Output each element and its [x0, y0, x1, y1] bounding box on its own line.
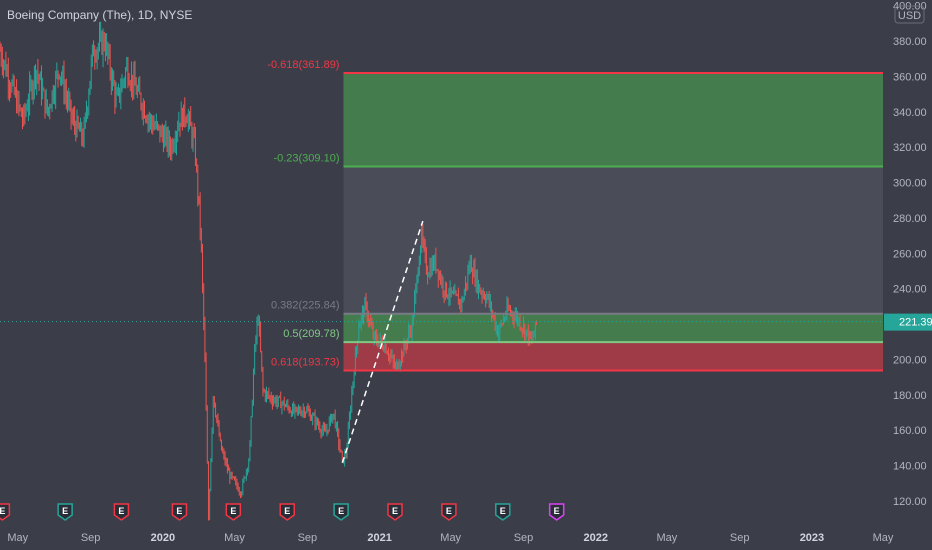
earnings-event-icon[interactable]: E	[279, 503, 295, 521]
earnings-event-shield	[0, 503, 11, 521]
price-tick-label: 360.00	[893, 71, 927, 83]
earnings-event-icon[interactable]: E	[548, 503, 565, 521]
time-tick-label: Sep	[298, 532, 318, 544]
price-tick-label: 400.00	[893, 1, 927, 13]
fib-level-label-2: 0.382(225.84)	[271, 300, 340, 312]
earnings-event-icon[interactable]: E	[171, 503, 188, 521]
price-axis-background	[883, 0, 932, 550]
earnings-event-letter: E	[338, 506, 344, 516]
price-tick-label: 240.00	[893, 284, 927, 296]
earnings-event-icon[interactable]: E	[0, 503, 11, 521]
price-tick-label: 300.00	[893, 178, 927, 190]
price-tick-label: 260.00	[893, 248, 927, 260]
price-tick-label: 280.00	[893, 213, 927, 225]
earnings-event-icon[interactable]: E	[113, 503, 130, 521]
time-tick-label: 2023	[800, 532, 824, 544]
fib-level-label-1: -0.23(309.10)	[273, 152, 339, 164]
earnings-event-shield	[171, 503, 188, 521]
time-tick-label: Sep	[514, 532, 534, 544]
earnings-event-letter: E	[118, 506, 124, 516]
earnings-event-shield	[495, 503, 511, 521]
currency-label: USD	[898, 10, 921, 22]
earnings-event-icon[interactable]: E	[495, 503, 511, 521]
price-tick-label: 120.00	[893, 496, 927, 508]
time-tick-label: 2020	[151, 532, 175, 544]
earnings-event-shield	[333, 503, 349, 521]
time-tick-label: Sep	[730, 532, 750, 544]
time-tick-label: May	[440, 532, 461, 544]
earnings-event-icon[interactable]: E	[441, 503, 457, 521]
chart-title: Boeing Company (The), 1D, NYSE	[7, 8, 192, 22]
time-tick-label: 2022	[584, 532, 608, 544]
earnings-event-shield	[57, 503, 73, 521]
earnings-event-letter: E	[554, 506, 560, 516]
time-tick-label: 2021	[367, 532, 391, 544]
price-tick-label: 320.00	[893, 142, 927, 154]
price-tick-label: 200.00	[893, 354, 927, 366]
last-price-value: 221.39	[899, 317, 932, 329]
price-tick-label: 160.00	[893, 425, 927, 437]
last-price-badge-bg	[884, 313, 932, 331]
fib-zone-1	[343, 166, 884, 314]
earnings-event-shield	[387, 503, 403, 521]
time-tick-label: May	[873, 532, 894, 544]
fib-zone-3	[343, 342, 884, 371]
price-tick-label: 380.00	[893, 36, 927, 48]
fib-level-label-3: 0.5(209.78)	[283, 328, 339, 340]
earnings-event-letter: E	[62, 506, 68, 516]
earnings-event-letter: E	[230, 506, 236, 516]
earnings-event-letter: E	[446, 506, 452, 516]
earnings-event-icon[interactable]: E	[387, 503, 403, 521]
earnings-event-shield	[441, 503, 457, 521]
earnings-event-letter: E	[176, 506, 182, 516]
earnings-event-icon[interactable]: E	[225, 503, 242, 521]
fib-level-label-4: 0.618(193.73)	[271, 357, 340, 369]
last-price-badge: 221.39	[884, 313, 932, 331]
earnings-event-shield	[279, 503, 295, 521]
fib-zone-0	[343, 73, 884, 167]
currency-badge-border	[894, 5, 925, 24]
earnings-event-letter: E	[0, 506, 5, 516]
earnings-event-letter: E	[284, 506, 290, 516]
earnings-event-letter: E	[500, 506, 506, 516]
fib-trend-line[interactable]	[341, 220, 424, 464]
fib-level-label-0: -0.618(361.89)	[267, 59, 339, 71]
earnings-event-letter: E	[392, 506, 398, 516]
time-tick-label: Sep	[81, 532, 101, 544]
earnings-event-shield	[548, 503, 565, 521]
time-tick-label: May	[224, 532, 245, 544]
earnings-event-icon[interactable]: E	[333, 503, 349, 521]
earnings-event-icon[interactable]: E	[57, 503, 73, 521]
currency-badge[interactable]: USD	[894, 5, 925, 24]
earnings-event-shield	[113, 503, 130, 521]
price-tick-label: 180.00	[893, 390, 927, 402]
time-axis-background	[0, 522, 932, 550]
price-tick-label: 140.00	[893, 461, 927, 473]
earnings-event-shield	[225, 503, 242, 521]
time-tick-label: May	[7, 532, 28, 544]
price-tick-label: 340.00	[893, 107, 927, 119]
time-tick-label: May	[656, 532, 677, 544]
fib-zone-2	[343, 313, 884, 343]
